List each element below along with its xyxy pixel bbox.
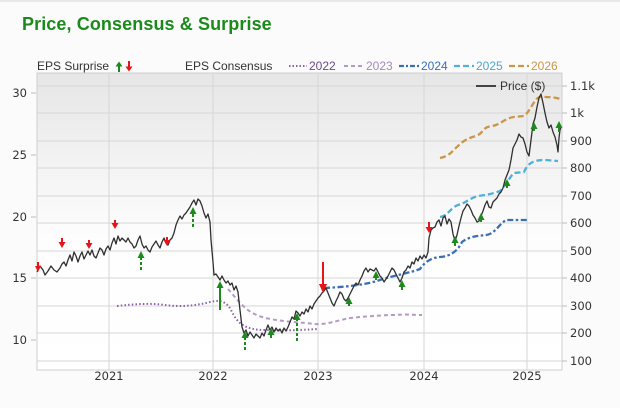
surprise-down-icon: [85, 240, 93, 249]
surprise-up-icon: [555, 121, 563, 132]
price-legend-label: Price ($): [500, 79, 545, 93]
legend-eps-surprise: EPS Surprise: [37, 59, 109, 73]
surprise-up-icon: [267, 328, 275, 338]
right-axis: 1.1k 1k 900 800 700 600 500 400 300 200 …: [562, 79, 595, 368]
left-tick: 25: [12, 148, 27, 162]
surprise-up-icon: [216, 281, 224, 310]
plot-area: [36, 72, 563, 371]
x-tick: 2024: [409, 369, 438, 383]
surprise-up-icon: [137, 251, 145, 270]
left-axis: 30 25 20 15 10: [12, 86, 36, 347]
legend-2022: 2022: [309, 59, 336, 73]
right-tick: 200: [570, 326, 592, 340]
x-axis: 2021 2022 2023 2024 2025: [94, 369, 541, 383]
surprise-up-markers: [137, 121, 563, 350]
right-tick: 600: [570, 216, 592, 230]
consensus-2025-line: [439, 158, 559, 219]
x-tick: 2022: [198, 369, 227, 383]
surprise-up-icon: [530, 122, 538, 131]
right-tick: 300: [570, 299, 592, 313]
right-tick: 800: [570, 161, 592, 175]
right-tick: 1k: [570, 106, 584, 120]
surprise-down-icon: [111, 220, 119, 229]
legend-eps-consensus: EPS Consensus: [185, 59, 272, 73]
surprise-up-icon: [189, 207, 197, 227]
surprise-up-icon: [398, 280, 406, 290]
legend: EPS Surprise EPS Consensus 2022 2023 202…: [37, 59, 558, 73]
x-tick: 2021: [94, 369, 123, 383]
top-border: [0, 0, 620, 2]
surprise-up-icon: [115, 61, 123, 72]
price-line: [36, 93, 562, 339]
left-tick: 30: [12, 86, 27, 100]
surprise-down-markers: [35, 220, 433, 293]
left-tick: 20: [12, 210, 27, 224]
surprise-up-icon: [451, 236, 459, 246]
surprise-down-icon: [125, 61, 133, 72]
surprise-up-icon: [372, 271, 380, 280]
surprise-down-icon: [163, 237, 171, 246]
left-tick: 10: [12, 333, 27, 347]
right-tick: 100: [570, 354, 592, 368]
surprise-down-icon: [425, 222, 433, 233]
vertical-gridlines: [108, 73, 528, 370]
surprise-up-icon: [345, 297, 353, 306]
x-tick: 2025: [512, 369, 541, 383]
right-tick: 500: [570, 244, 592, 258]
surprise-up-icon: [503, 179, 511, 188]
surprise-up-icon: [477, 213, 485, 222]
legend-2024: 2024: [421, 59, 448, 73]
surprise-up-icon: [293, 313, 301, 341]
right-tick: 400: [570, 271, 592, 285]
surprise-down-icon: [35, 262, 41, 272]
chart-title: Price, Consensus & Surprise: [22, 14, 272, 34]
surprise-down-icon: [58, 238, 66, 248]
legend-2023: 2023: [366, 59, 393, 73]
left-tick: 15: [12, 271, 27, 285]
right-tick: 900: [570, 134, 592, 148]
consensus-2023-line: [227, 288, 423, 326]
price-legend: Price ($): [476, 79, 545, 93]
legend-2026: 2026: [531, 59, 558, 73]
legend-2025: 2025: [476, 59, 503, 73]
horizontal-gridlines: [37, 85, 562, 362]
x-tick: 2023: [303, 369, 332, 383]
surprise-up-icon: [241, 331, 249, 350]
right-tick: 700: [570, 189, 592, 203]
surprise-down-icon: [319, 262, 327, 293]
consensus-2024-line: [323, 218, 528, 290]
consensus-2022-line: [116, 300, 319, 332]
right-tick: 1.1k: [570, 79, 595, 93]
